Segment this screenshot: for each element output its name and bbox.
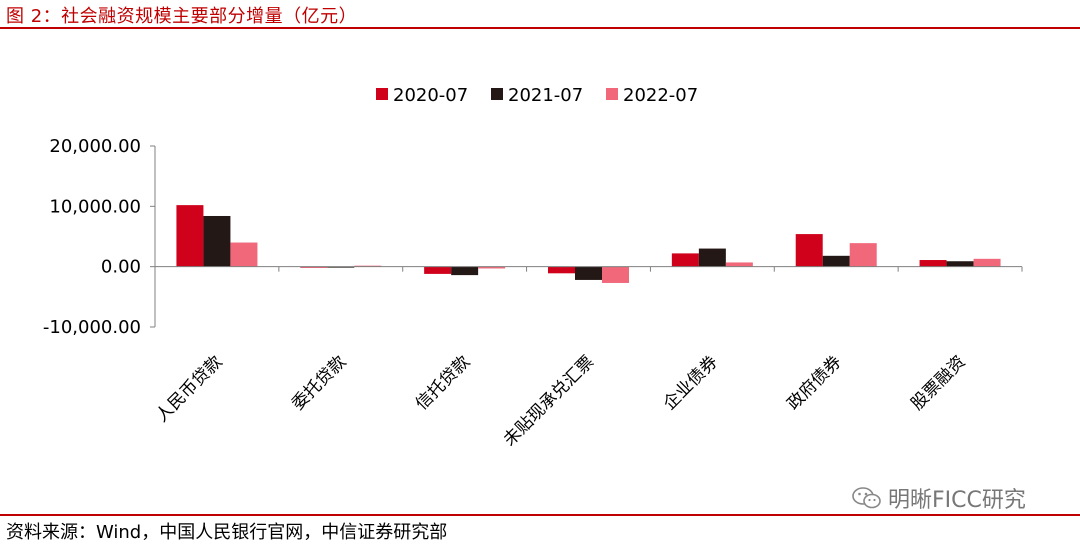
bar — [230, 242, 258, 267]
bar — [973, 258, 1001, 267]
bar — [575, 266, 602, 280]
x-category-label: 企业债券 — [660, 352, 722, 414]
source-note: 资料来源：Wind，中国人民银行官网，中信证券研究部 — [6, 522, 448, 543]
y-tick-label: 0.00 — [101, 257, 141, 278]
legend-label: 2022-07 — [623, 85, 698, 106]
x-axis: 人民币贷款 委托贷款 信托贷款 未贴现承兑汇票 企业债券 政府债券 股票融资 — [152, 266, 1023, 450]
bar — [478, 266, 506, 269]
legend-label: 2021-07 — [508, 85, 583, 106]
x-category-label: 信托贷款 — [412, 352, 474, 414]
top-rule — [0, 27, 1080, 29]
bar — [602, 266, 629, 283]
bar — [451, 266, 479, 276]
x-category-label: 政府债券 — [784, 352, 846, 414]
bars-group — [176, 205, 1001, 283]
x-category-label: 人民币贷款 — [152, 352, 226, 426]
figure-title: 图 2：社会融资规模主要部分增量（亿元） — [6, 6, 358, 27]
y-tick-label: 10,000.00 — [49, 196, 141, 217]
bar — [176, 205, 204, 267]
bar — [849, 243, 877, 267]
wechat-icon — [852, 487, 881, 509]
bar — [698, 248, 726, 267]
bar — [946, 261, 974, 267]
bar — [424, 266, 452, 274]
bar — [203, 215, 231, 267]
y-tick-label: -10,000.00 — [43, 317, 141, 338]
bar — [795, 234, 823, 267]
legend-swatch — [376, 88, 388, 100]
bar — [822, 255, 850, 267]
x-category-label: 股票融资 — [907, 352, 969, 414]
y-tick-label: 20,000.00 — [49, 136, 141, 157]
y-axis: -10,000.00 0.00 10,000.00 20,000.00 — [43, 136, 156, 338]
watermark: 明晰FICC研究 — [852, 482, 1026, 514]
bar — [671, 253, 699, 267]
bottom-rule — [0, 514, 1080, 516]
bar — [919, 260, 947, 267]
bar — [725, 262, 753, 267]
legend-swatch — [606, 88, 618, 100]
bar — [548, 266, 575, 274]
x-category-label: 未贴现承兑汇票 — [500, 352, 598, 450]
watermark-text: 明晰FICC研究 — [888, 488, 1026, 513]
chart-legend: 2020-07 2021-07 2022-07 — [376, 85, 698, 106]
x-category-label: 委托贷款 — [288, 352, 350, 414]
legend-label: 2020-07 — [393, 85, 468, 106]
legend-swatch — [491, 88, 503, 100]
